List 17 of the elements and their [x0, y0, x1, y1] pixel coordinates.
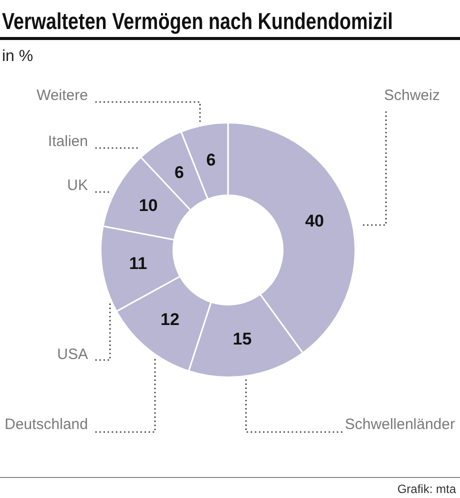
- chart-title: Verwalteten Vermögen nach Kundendomizil: [2, 8, 393, 34]
- data-label: 6: [174, 162, 184, 182]
- slice-label: Italien: [48, 133, 88, 150]
- data-label: 15: [232, 330, 252, 349]
- data-label: 6: [206, 150, 216, 170]
- slice-label: Weitere: [36, 87, 88, 104]
- data-label: 10: [138, 196, 158, 215]
- slice-label: USA: [57, 346, 88, 364]
- chart-subtitle: in %: [2, 47, 34, 67]
- slice-label: Schweiz: [384, 87, 440, 104]
- data-label: 12: [160, 310, 180, 329]
- data-label: 40: [305, 212, 324, 231]
- slice-label: Deutschland: [4, 416, 88, 434]
- text: Grafik: mta: [397, 482, 456, 497]
- slice-label: Schwellenländer: [344, 416, 455, 434]
- data-label: 11: [129, 254, 148, 273]
- slice-label: UK: [67, 177, 88, 194]
